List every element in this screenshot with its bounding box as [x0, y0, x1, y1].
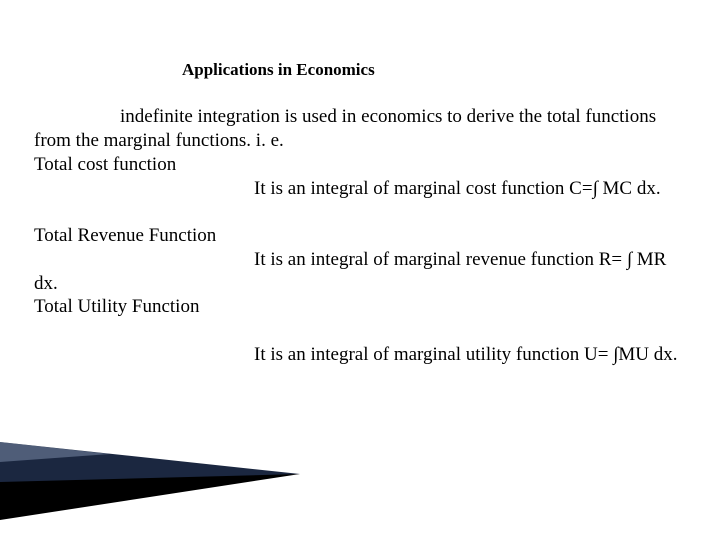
paragraph-2: It is an integral of marginal cost funct…: [34, 177, 684, 201]
paragraph-4: It is an integral of marginal revenue fu…: [34, 248, 684, 296]
slide: Applications in Economics indefinite int…: [0, 0, 720, 540]
corner-accent: [0, 442, 310, 512]
paragraph-3: Total Revenue Function: [34, 224, 684, 248]
paragraph-0: indefinite integration is used in econom…: [34, 105, 684, 153]
paragraph-6: It is an integral of marginal utility fu…: [34, 343, 684, 367]
paragraph-1: Total cost function: [34, 153, 684, 177]
paragraph-5: Total Utility Function: [34, 295, 684, 319]
wedge-icon: [0, 442, 320, 532]
slide-title: Applications in Economics: [182, 60, 375, 80]
